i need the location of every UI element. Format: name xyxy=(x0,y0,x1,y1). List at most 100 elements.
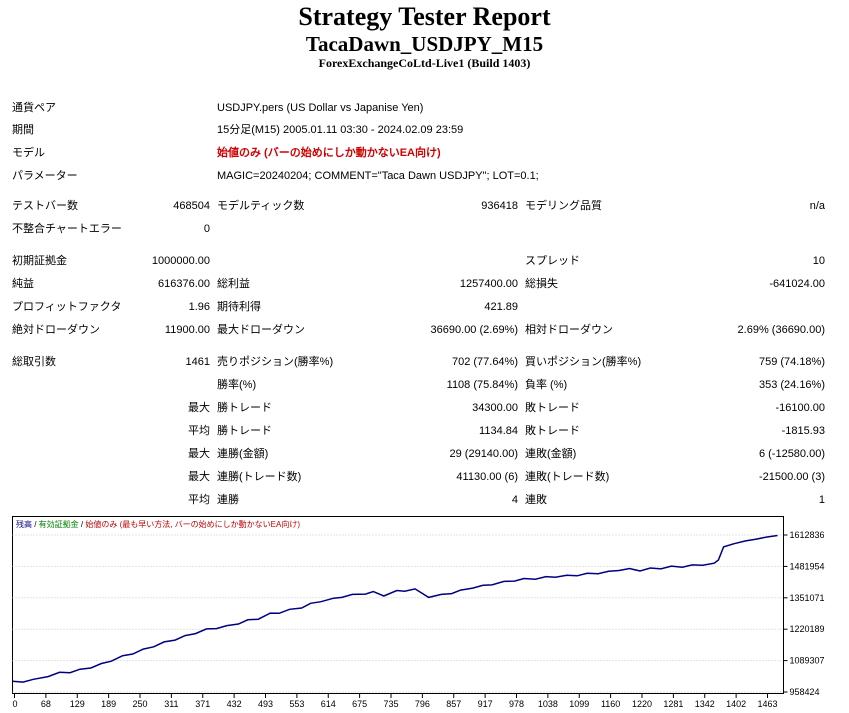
total-trades-value: 1461 xyxy=(185,356,210,368)
quality-value: n/a xyxy=(809,200,825,212)
avg-cons-wins-label: 連勝 xyxy=(217,494,239,506)
gross-loss-label: 総損失 xyxy=(525,278,558,290)
x-tick-label: 1463 xyxy=(757,699,777,709)
report-subtitle: TacaDawn_USDJPY_M15 xyxy=(305,32,544,56)
loss-rate-label: 負率 (%) xyxy=(525,379,568,391)
y-tick-label: 1612836 xyxy=(790,530,825,540)
max-label: 最大 xyxy=(188,448,210,460)
balance-series-line xyxy=(12,534,778,683)
avg-cons-losses-label: 連敗 xyxy=(525,494,547,506)
legend-equity: 有効証拠金 xyxy=(39,519,79,529)
deposit-value: 1000000.00 xyxy=(151,255,210,267)
bars-label: テストバー数 xyxy=(12,200,78,212)
max-cons-wins-count-value: 41130.00 (6) xyxy=(456,471,518,483)
abs-drawdown-value: 11900.00 xyxy=(164,324,210,336)
symbol-label: 通貨ペア xyxy=(12,102,56,114)
y-tick-label: 1220189 xyxy=(790,624,825,634)
y-tick-label: 1481954 xyxy=(790,561,825,571)
broker-build: ForexExchangeCoLtd-Live1 (Build 1403) xyxy=(318,56,531,70)
x-tick-label: 1402 xyxy=(726,699,746,709)
ticks-value: 936418 xyxy=(481,200,518,212)
y-tick-label: 1351071 xyxy=(790,593,825,603)
legend-separator: / xyxy=(79,520,86,529)
x-tick-label: 1160 xyxy=(601,699,620,709)
long-positions-value: 759 (74.18%) xyxy=(758,356,825,368)
net-profit-value: 616376.00 xyxy=(158,278,210,290)
avg-loss-label: 敗トレード xyxy=(525,425,580,437)
avg-cons-losses-value: 1 xyxy=(818,494,825,506)
x-tick-label: 129 xyxy=(70,699,85,709)
x-tick-label: 735 xyxy=(383,699,398,709)
x-tick-label: 0 xyxy=(13,699,18,709)
spread-value: 10 xyxy=(812,255,825,267)
largest-win-value: 34300.00 xyxy=(472,402,518,414)
mismatch-value: 0 xyxy=(203,223,210,235)
report-title: Strategy Tester Report xyxy=(298,2,551,31)
max-cons-losses-count-label: 連敗(トレード数) xyxy=(525,471,610,483)
x-tick-label: 675 xyxy=(352,699,367,709)
win-rate-label: 勝率(%) xyxy=(217,379,257,391)
legend-model: 始値のみ (最も早い方法, バーの始めにしか動かないEA向け) xyxy=(85,519,300,529)
largest-win-label: 勝トレード xyxy=(217,402,272,414)
win-rate-value: 1108 (75.84%) xyxy=(446,379,518,391)
x-tick-label: 614 xyxy=(321,699,336,709)
expected-payoff-value: 421.89 xyxy=(484,301,518,313)
max-label: 最大 xyxy=(188,402,210,414)
max-cons-losses-amount-label: 連敗(金額) xyxy=(525,448,577,460)
average-label: 平均 xyxy=(188,494,210,506)
x-tick-label: 189 xyxy=(101,699,116,709)
model-value: 始値のみ (バーの始めにしか動かないEA向け) xyxy=(217,147,441,159)
chart-grid xyxy=(12,534,784,693)
y-tick-label: 958424 xyxy=(790,687,820,697)
total-trades-label: 総取引数 xyxy=(12,356,56,368)
deposit-label: 初期証拠金 xyxy=(12,255,67,267)
symbol-value: USDJPY.pers (US Dollar vs Japanise Yen) xyxy=(217,102,424,114)
max-cons-wins-amount-label: 連勝(金額) xyxy=(217,448,269,460)
mismatch-label: 不整合チャートエラー xyxy=(12,223,122,235)
long-positions-label: 買いポジション(勝率%) xyxy=(525,356,642,368)
x-tick-label: 68 xyxy=(41,699,51,709)
x-tick-label: 371 xyxy=(195,699,210,709)
x-tick-label: 917 xyxy=(478,699,493,709)
legend-separator: / xyxy=(32,520,39,529)
max-cons-losses-count-value: -21500.00 (3) xyxy=(758,471,825,483)
avg-cons-wins-value: 4 xyxy=(511,494,518,506)
short-positions-value: 702 (77.64%) xyxy=(451,356,518,368)
x-tick-label: 1099 xyxy=(569,699,589,709)
rel-drawdown-value: 2.69% (36690.00) xyxy=(737,324,825,336)
chart-plot-area xyxy=(12,516,784,694)
profit-factor-label: プロフィットファクタ xyxy=(12,301,122,313)
profit-factor-value: 1.96 xyxy=(188,301,210,313)
period-label: 期間 xyxy=(12,124,34,136)
expected-payoff-label: 期待利得 xyxy=(217,301,261,313)
average-label: 平均 xyxy=(188,425,210,437)
y-tick-label: 1089307 xyxy=(790,656,825,666)
x-tick-label: 1038 xyxy=(538,699,558,709)
ticks-label: モデルティック数 xyxy=(217,200,305,212)
bars-value: 468504 xyxy=(173,200,210,212)
avg-win-value: 1134.84 xyxy=(479,425,518,437)
quality-label: モデリング品質 xyxy=(525,200,602,212)
params-value: MAGIC=20240204; COMMENT="Taca Dawn USDJP… xyxy=(217,170,539,182)
legend-balance: 残高 xyxy=(16,519,32,529)
avg-win-label: 勝トレード xyxy=(217,425,272,437)
max-cons-wins-count-label: 連勝(トレード数) xyxy=(217,471,302,483)
x-tick-label: 1220 xyxy=(632,699,652,709)
max-drawdown-label: 最大ドローダウン xyxy=(217,324,305,336)
x-tick-label: 311 xyxy=(164,699,178,709)
max-cons-losses-amount-value: 6 (-12580.00) xyxy=(758,448,825,460)
x-axis: 0 68 129 189 250 311 371 432 493 553 614 675 735 796 8… xyxy=(13,694,778,709)
net-profit-label: 純益 xyxy=(12,278,34,290)
chart-legend: 残高 / 有効証拠金 / 始値のみ (最も早い方法, バーの始めにしか動かないE… xyxy=(16,519,300,529)
largest-loss-label: 敗トレード xyxy=(525,402,580,414)
model-label: モデル xyxy=(12,147,45,159)
y-axis: 1612836 1481954 1351071 1220189 1089307 95842… xyxy=(783,530,825,697)
abs-drawdown-label: 絶対ドローダウン xyxy=(12,324,100,336)
x-tick-label: 796 xyxy=(415,699,430,709)
x-tick-label: 978 xyxy=(509,699,524,709)
gross-loss-value: -641024.00 xyxy=(769,278,825,290)
largest-loss-value: -16100.00 xyxy=(775,402,825,414)
max-drawdown-value: 36690.00 (2.69%) xyxy=(430,324,518,336)
loss-rate-value: 353 (24.16%) xyxy=(758,379,825,391)
balance-chart: 1612836148195413510711220189108930795842… xyxy=(12,516,825,709)
